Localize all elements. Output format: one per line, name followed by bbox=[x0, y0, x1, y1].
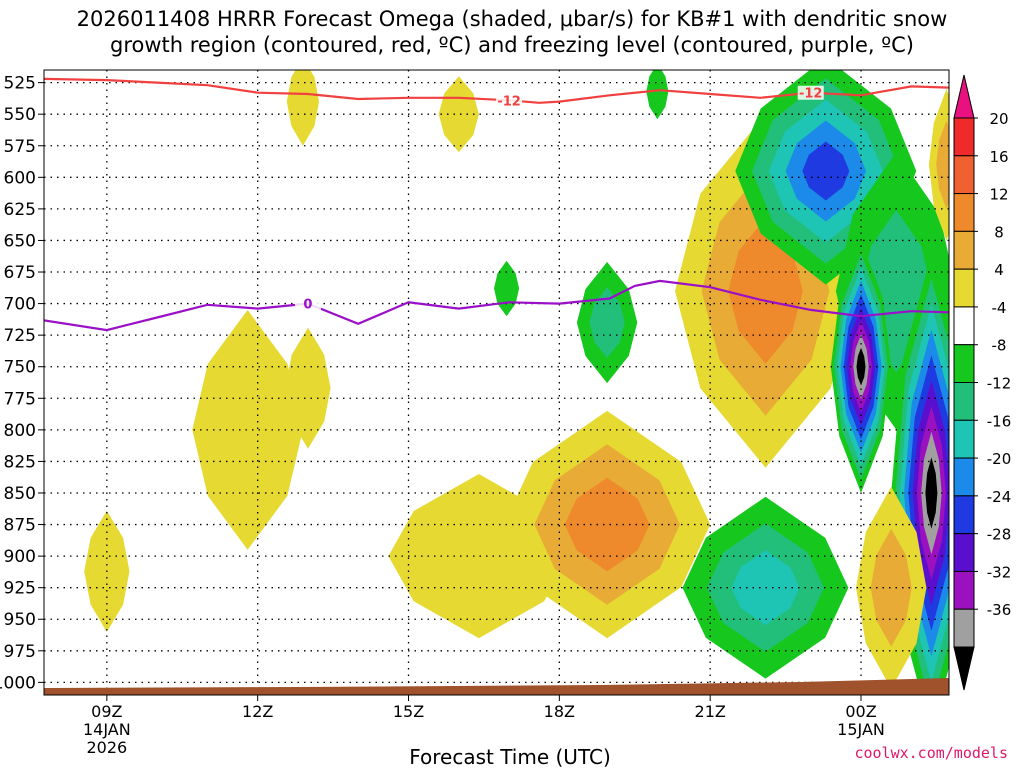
y-tick-label: 875 bbox=[4, 516, 36, 536]
title-line-1: 2026011408 HRRR Forecast Omega (shaded, … bbox=[76, 7, 948, 31]
colorbar-label: 12 bbox=[989, 186, 1008, 204]
omega-cell-4-level-4 bbox=[438, 76, 479, 153]
colorbar-swatch bbox=[953, 268, 975, 308]
y-tick-label: 900 bbox=[4, 547, 36, 567]
x-tick-year: 2026 bbox=[86, 738, 127, 757]
y-tick-label: 550 bbox=[4, 105, 36, 125]
colorbar-swatch bbox=[953, 608, 975, 648]
omega-cell-6-level-12 bbox=[564, 477, 650, 572]
omega-cell-8-level--8 bbox=[589, 287, 625, 358]
y-tick-label: 700 bbox=[4, 295, 36, 315]
y-tick-label: 650 bbox=[4, 231, 36, 251]
omega-cell-1-level-4 bbox=[192, 309, 303, 550]
colorbar-label: -32 bbox=[987, 563, 1012, 581]
colorbar-label: -16 bbox=[987, 412, 1012, 430]
y-tick-label: 975 bbox=[4, 642, 36, 662]
colorbar-swatch bbox=[953, 117, 975, 157]
omega-cell-11-level--12 bbox=[731, 550, 800, 626]
y-tick-label: 525 bbox=[4, 74, 36, 94]
axes: 525 550 575 600 625 650 675 700 725 750 775 800 825 8… bbox=[0, 74, 885, 757]
colorbar-swatch bbox=[953, 533, 975, 572]
chart-title: 2026011408 HRRR Forecast Omega (shaded, … bbox=[0, 6, 1024, 58]
x-tick-label: 09Z bbox=[91, 702, 122, 721]
credit-link[interactable]: coolwx.com/models bbox=[854, 744, 1008, 762]
colorbar-label: 8 bbox=[994, 223, 1004, 241]
x-axis-label: Forecast Time (UTC) bbox=[409, 745, 611, 768]
x-tick-date: 14JAN bbox=[83, 720, 131, 739]
colorbar-label: 4 bbox=[994, 261, 1004, 279]
colorbar-label: -4 bbox=[992, 299, 1007, 317]
omega-shading bbox=[84, 70, 949, 695]
colorbar-label: -8 bbox=[992, 337, 1007, 355]
x-tick-label: 18Z bbox=[544, 702, 575, 721]
y-tick-label: 625 bbox=[4, 200, 36, 220]
y-tick-label: 600 bbox=[4, 168, 36, 188]
omega-cell-2-level-4 bbox=[285, 327, 331, 449]
colorbar-swatch bbox=[953, 495, 975, 535]
x-tick-label: 00Z bbox=[845, 702, 876, 721]
x-tick-date: 15JAN bbox=[837, 720, 885, 739]
y-tick-label: 575 bbox=[4, 137, 36, 157]
colorbar-swatch bbox=[953, 230, 975, 270]
colorbar-label: -28 bbox=[987, 526, 1012, 544]
colorbar-swatch bbox=[953, 155, 975, 195]
colorbar-label: 16 bbox=[989, 148, 1008, 166]
y-tick-label: 925 bbox=[4, 579, 36, 599]
y-tick-label: 1000 bbox=[0, 673, 36, 693]
colorbar-bottom-arrow bbox=[953, 646, 975, 691]
x-tick-label: 12Z bbox=[242, 702, 273, 721]
y-tick-label: 775 bbox=[4, 389, 36, 409]
omega-cell-15-level--36 bbox=[925, 457, 938, 529]
y-tick-label: 850 bbox=[4, 484, 36, 504]
contour-label: 0 bbox=[303, 298, 312, 313]
colorbar-swatch bbox=[953, 193, 975, 232]
contour-line-freezing bbox=[44, 279, 949, 332]
colorbar-label: 20 bbox=[989, 110, 1008, 128]
colorbar: 20 16 12 8 4 -4 -8 -12 -16 -20 -24 -28 -32 -36 bbox=[953, 74, 1012, 691]
contour-label: -12 bbox=[497, 94, 521, 109]
colorbar-label: -12 bbox=[987, 375, 1012, 393]
grid bbox=[44, 70, 949, 695]
x-tick-label: 15Z bbox=[393, 702, 424, 721]
y-tick-label: 800 bbox=[4, 421, 36, 441]
omega-cell-10-level-12 bbox=[728, 218, 803, 364]
contour-label-bg bbox=[797, 85, 824, 100]
colorbar-swatch bbox=[953, 457, 975, 497]
y-tick-label: 675 bbox=[4, 263, 36, 283]
x-tick-label: 21Z bbox=[695, 702, 726, 721]
colorbar-label: -20 bbox=[987, 450, 1012, 468]
colorbar-swatch bbox=[953, 419, 975, 459]
omega-cell-17-level-8 bbox=[936, 120, 949, 209]
title-line-2: growth region (contoured, red, ºC) and f… bbox=[110, 33, 914, 57]
contour-label-bg bbox=[294, 296, 321, 311]
contour-label: -12 bbox=[799, 87, 823, 102]
colorbar-swatch bbox=[953, 382, 975, 421]
temperature-contours: -12 -12 0 bbox=[44, 77, 949, 332]
y-tick-label: 950 bbox=[4, 610, 36, 630]
terrain bbox=[44, 678, 949, 695]
colorbar-top-arrow bbox=[953, 74, 975, 119]
omega-cell-12-level--20 bbox=[802, 141, 850, 201]
contour-label-bg bbox=[496, 93, 523, 108]
omega-cell-7-level--4 bbox=[494, 260, 520, 317]
colorbar-label: -24 bbox=[987, 488, 1012, 506]
y-tick-label: 725 bbox=[4, 326, 36, 346]
colorbar-label: -36 bbox=[987, 601, 1012, 619]
colorbar-swatch bbox=[953, 306, 975, 346]
omega-cell-16-level-8 bbox=[870, 528, 912, 647]
omega-cell-14-level--36 bbox=[856, 347, 866, 386]
y-tick-label: 825 bbox=[4, 452, 36, 472]
terrain-surface bbox=[44, 678, 949, 695]
y-tick-label: 750 bbox=[4, 358, 36, 378]
omega-cell-3-level-4 bbox=[286, 70, 319, 146]
colorbar-swatch bbox=[953, 344, 975, 384]
colorbar-swatch bbox=[953, 570, 975, 610]
plot-frame bbox=[43, 69, 950, 696]
